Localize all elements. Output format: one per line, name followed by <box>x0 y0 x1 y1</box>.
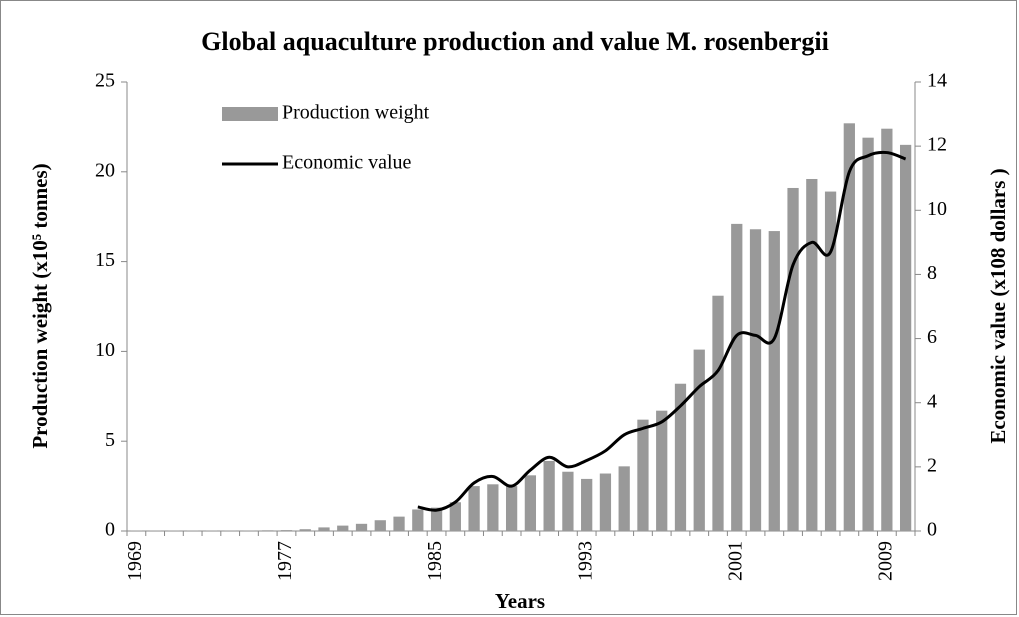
bar <box>843 123 855 532</box>
y2-tick-label: 8 <box>927 262 937 284</box>
y-axis-title: Production weight (x10⁵ tonnes) <box>28 163 52 448</box>
bar <box>768 231 780 531</box>
bar <box>430 507 443 531</box>
bar <box>806 178 818 531</box>
y2-tick-label: 10 <box>927 198 947 220</box>
x-tick-label: 2009 <box>874 541 896 581</box>
bar <box>562 471 574 531</box>
bar <box>637 419 649 531</box>
bar <box>449 502 461 531</box>
line <box>417 150 907 512</box>
x-axis-title: Years <box>495 589 545 613</box>
bar <box>412 509 424 531</box>
y2-tick-label: 2 <box>927 454 937 476</box>
y-tick-label: 5 <box>105 429 115 451</box>
bar <box>337 525 349 531</box>
bar <box>374 520 386 531</box>
bar <box>712 295 724 531</box>
legend-label: Production weight <box>282 102 430 124</box>
y-tick-label: 0 <box>105 519 115 541</box>
x-tick-label: 1969 <box>124 541 146 581</box>
legend-swatch <box>222 107 278 121</box>
y2-tick-label: 14 <box>927 70 947 92</box>
x-tick-label: 1993 <box>574 541 596 581</box>
x-tick-label: 1985 <box>424 541 446 581</box>
bar <box>749 229 762 531</box>
y-tick-label: 15 <box>95 249 115 271</box>
bar <box>243 530 255 531</box>
y2-tick-label: 4 <box>927 390 937 412</box>
bar <box>393 516 405 531</box>
x-tick-label: 1977 <box>274 541 296 581</box>
y-tick-label: 25 <box>95 70 115 92</box>
bar <box>299 529 311 531</box>
bar <box>599 473 612 531</box>
bar <box>524 475 537 531</box>
y2-tick-label: 12 <box>927 134 947 156</box>
legend-label: Economic value <box>282 152 412 174</box>
bar <box>862 137 874 531</box>
bar <box>262 530 274 531</box>
bar <box>468 486 480 531</box>
bar <box>881 128 893 532</box>
bar <box>899 144 912 532</box>
bar <box>487 484 499 531</box>
bar <box>581 478 593 531</box>
bar <box>224 530 236 531</box>
chart-title: Global aquaculture production and value … <box>201 27 829 56</box>
bar <box>318 527 330 531</box>
bar <box>787 187 799 532</box>
bar <box>543 460 555 531</box>
y2-axis-title: Economic value (x108 dollars ) <box>986 168 1010 443</box>
bar <box>505 486 518 531</box>
bar <box>355 523 368 531</box>
bar <box>731 223 743 531</box>
y2-tick-label: 0 <box>927 519 937 541</box>
bar <box>656 410 668 531</box>
y2-tick-label: 6 <box>927 326 937 348</box>
y-tick-label: 10 <box>95 339 115 361</box>
y-tick-label: 20 <box>95 159 115 181</box>
bar <box>618 466 630 531</box>
bar <box>280 530 293 531</box>
x-tick-label: 2001 <box>724 541 746 581</box>
bar <box>693 349 705 531</box>
bar <box>674 383 687 531</box>
bar <box>824 191 837 531</box>
